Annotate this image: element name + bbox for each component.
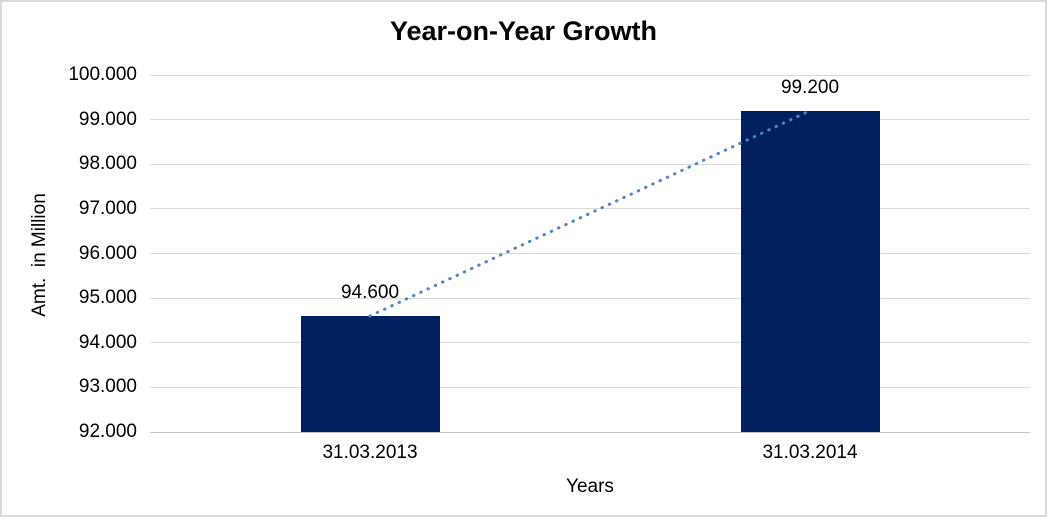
gridline [150, 386, 1030, 388]
gridline [150, 163, 1030, 165]
y-tick-label: 100.000 [68, 64, 137, 85]
y-tick-label: 92.000 [78, 421, 137, 442]
y-tick-label: 93.000 [78, 376, 137, 398]
y-tick-label: 98.000 [78, 153, 137, 175]
y-tick-label: 97.000 [78, 197, 137, 219]
y-tick-label: 94.000 [78, 331, 137, 353]
x-tick-label: 31.03.2013 [322, 442, 418, 463]
y-tick-label: 99.000 [78, 108, 137, 130]
gridline [150, 119, 1030, 121]
x-tick-label: 31.03.2014 [762, 442, 858, 463]
bar [300, 315, 440, 432]
bar-value-label: 99.200 [780, 76, 840, 98]
gridline [150, 297, 1030, 299]
gridline [150, 208, 1030, 210]
x-axis-title: Years [566, 476, 614, 497]
y-tick-label: 96.000 [78, 242, 137, 264]
y-tick-label: 95.000 [78, 287, 137, 309]
gridline [150, 253, 1030, 254]
gridline [150, 74, 1030, 76]
chart-title: Year-on-Year Growth [389, 16, 658, 46]
bar [740, 110, 880, 432]
x-axis-line [150, 431, 1030, 433]
bar-value-label: 94.600 [340, 281, 400, 303]
gridline [150, 342, 1030, 344]
